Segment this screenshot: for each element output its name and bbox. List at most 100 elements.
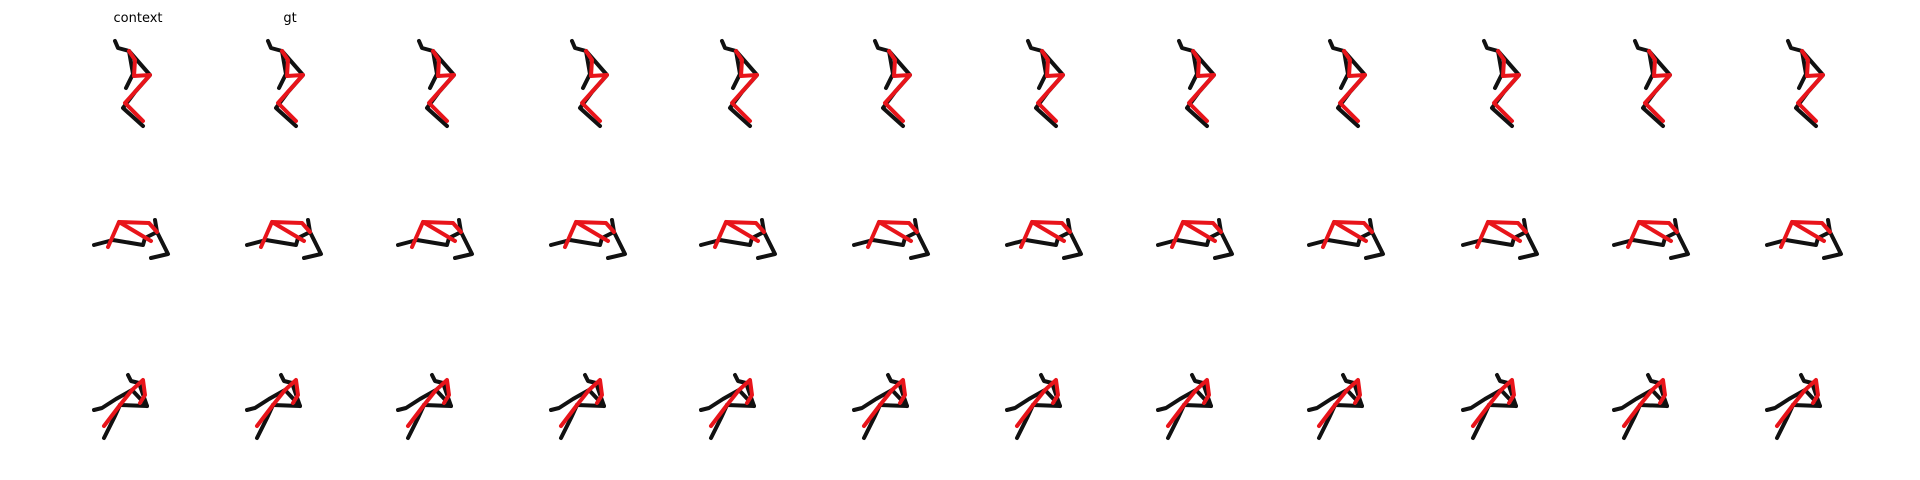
right-limb (725, 403, 756, 408)
left-limb (563, 220, 616, 249)
left-limb (276, 49, 305, 123)
right-limb (852, 230, 930, 260)
right-limb (1005, 373, 1062, 412)
skeleton-frame-r2-c5 (699, 218, 777, 260)
right-limb (422, 403, 453, 408)
skeleton-frame-r2-c3 (396, 218, 474, 260)
left-limb (410, 220, 463, 249)
skeleton-frame-r1-c10 (1482, 39, 1521, 128)
skeleton-frame-r1-c3 (417, 39, 456, 128)
left-limb (106, 220, 159, 249)
left-limb (1643, 49, 1672, 123)
skeleton-frame-r2-c10 (1461, 218, 1539, 260)
left-limb (559, 378, 604, 428)
column-label-context: context (114, 11, 163, 26)
left-limb (1015, 378, 1060, 428)
right-limb (245, 230, 323, 260)
left-limb (1492, 49, 1521, 123)
skeleton-frame-r2-c4 (549, 218, 627, 260)
left-limb (1036, 49, 1065, 123)
skeleton-frame-r1-c1 (113, 39, 152, 128)
left-limb (1637, 220, 1673, 243)
right-limb (1765, 373, 1822, 412)
right-limb (1638, 403, 1669, 408)
skeleton-frame-r1-c8 (1177, 39, 1216, 128)
skeleton-frame-r3-c8 (1156, 373, 1213, 440)
left-limb (1779, 220, 1832, 249)
right-limb (92, 373, 149, 412)
skeleton-frames (92, 39, 1843, 440)
skeleton-frame-r3-c9 (1307, 373, 1364, 440)
right-limb (575, 403, 606, 408)
skeleton-frame-r1-c4 (570, 39, 609, 128)
left-limb (427, 49, 456, 123)
left-limb (1030, 220, 1066, 243)
skeleton-frame-r2-c7 (1005, 218, 1083, 260)
left-limb (117, 220, 153, 243)
left-limb (1332, 220, 1368, 243)
left-limb (724, 220, 760, 243)
left-limb (877, 220, 913, 243)
right-limb (699, 230, 777, 260)
skeleton-frame-r3-c1 (92, 373, 149, 440)
skeleton-frame-r3-c3 (396, 373, 453, 440)
right-limb (1461, 373, 1518, 412)
skeleton-frame-r2-c2 (245, 218, 323, 260)
left-limb (866, 220, 919, 249)
left-limb (1187, 49, 1216, 123)
skeleton-frame-r3-c6 (852, 373, 909, 440)
left-limb (1166, 378, 1211, 428)
left-limb (421, 220, 457, 243)
right-limb (1612, 373, 1669, 412)
left-limb (580, 49, 609, 123)
right-limb (1307, 230, 1385, 260)
right-limb (699, 373, 756, 412)
skeleton-frame-r1-c2 (266, 39, 305, 128)
skeleton-frame-r1-c7 (1026, 39, 1065, 128)
left-limb (730, 49, 759, 123)
left-limb (709, 378, 754, 428)
right-limb (549, 373, 606, 412)
left-limb (574, 220, 610, 243)
right-limb (1156, 373, 1213, 412)
left-limb (123, 49, 152, 123)
left-limb (1317, 378, 1362, 428)
right-limb (878, 403, 909, 408)
left-limb (862, 378, 907, 428)
left-limb (1170, 220, 1223, 249)
right-limb (1461, 230, 1539, 260)
left-limb (1775, 378, 1820, 428)
left-limb (255, 378, 300, 428)
right-limb (1182, 403, 1213, 408)
skeleton-frame-r3-c5 (699, 373, 756, 440)
right-limb (1612, 230, 1690, 260)
right-limb (1765, 230, 1843, 260)
skeleton-frame-r2-c1 (92, 218, 170, 260)
skeleton-frame-r3-c4 (549, 373, 606, 440)
left-limb (1626, 220, 1679, 249)
right-limb (1005, 230, 1083, 260)
skeleton-frame-r3-c2 (245, 373, 302, 440)
skeleton-frame-r1-c11 (1633, 39, 1672, 128)
right-limb (1031, 403, 1062, 408)
right-limb (396, 230, 474, 260)
left-limb (1622, 378, 1667, 428)
skeleton-frame-r2-c8 (1156, 218, 1234, 260)
skeleton-frame-r3-c12 (1765, 373, 1822, 440)
right-limb (1791, 403, 1822, 408)
skeleton-frame-r1-c9 (1328, 39, 1367, 128)
skeleton-frame-r1-c6 (873, 39, 912, 128)
right-limb (271, 403, 302, 408)
left-limb (270, 220, 306, 243)
skeleton-frame-r2-c9 (1307, 218, 1385, 260)
skeleton-frame-r3-c10 (1461, 373, 1518, 440)
left-limb (102, 378, 147, 428)
skeleton-frame-r2-c12 (1765, 218, 1843, 260)
right-limb (118, 403, 149, 408)
left-limb (1019, 220, 1072, 249)
left-limb (406, 378, 451, 428)
skeleton-frame-r3-c7 (1005, 373, 1062, 440)
left-limb (1790, 220, 1826, 243)
skeleton-frame-r2-c6 (852, 218, 930, 260)
